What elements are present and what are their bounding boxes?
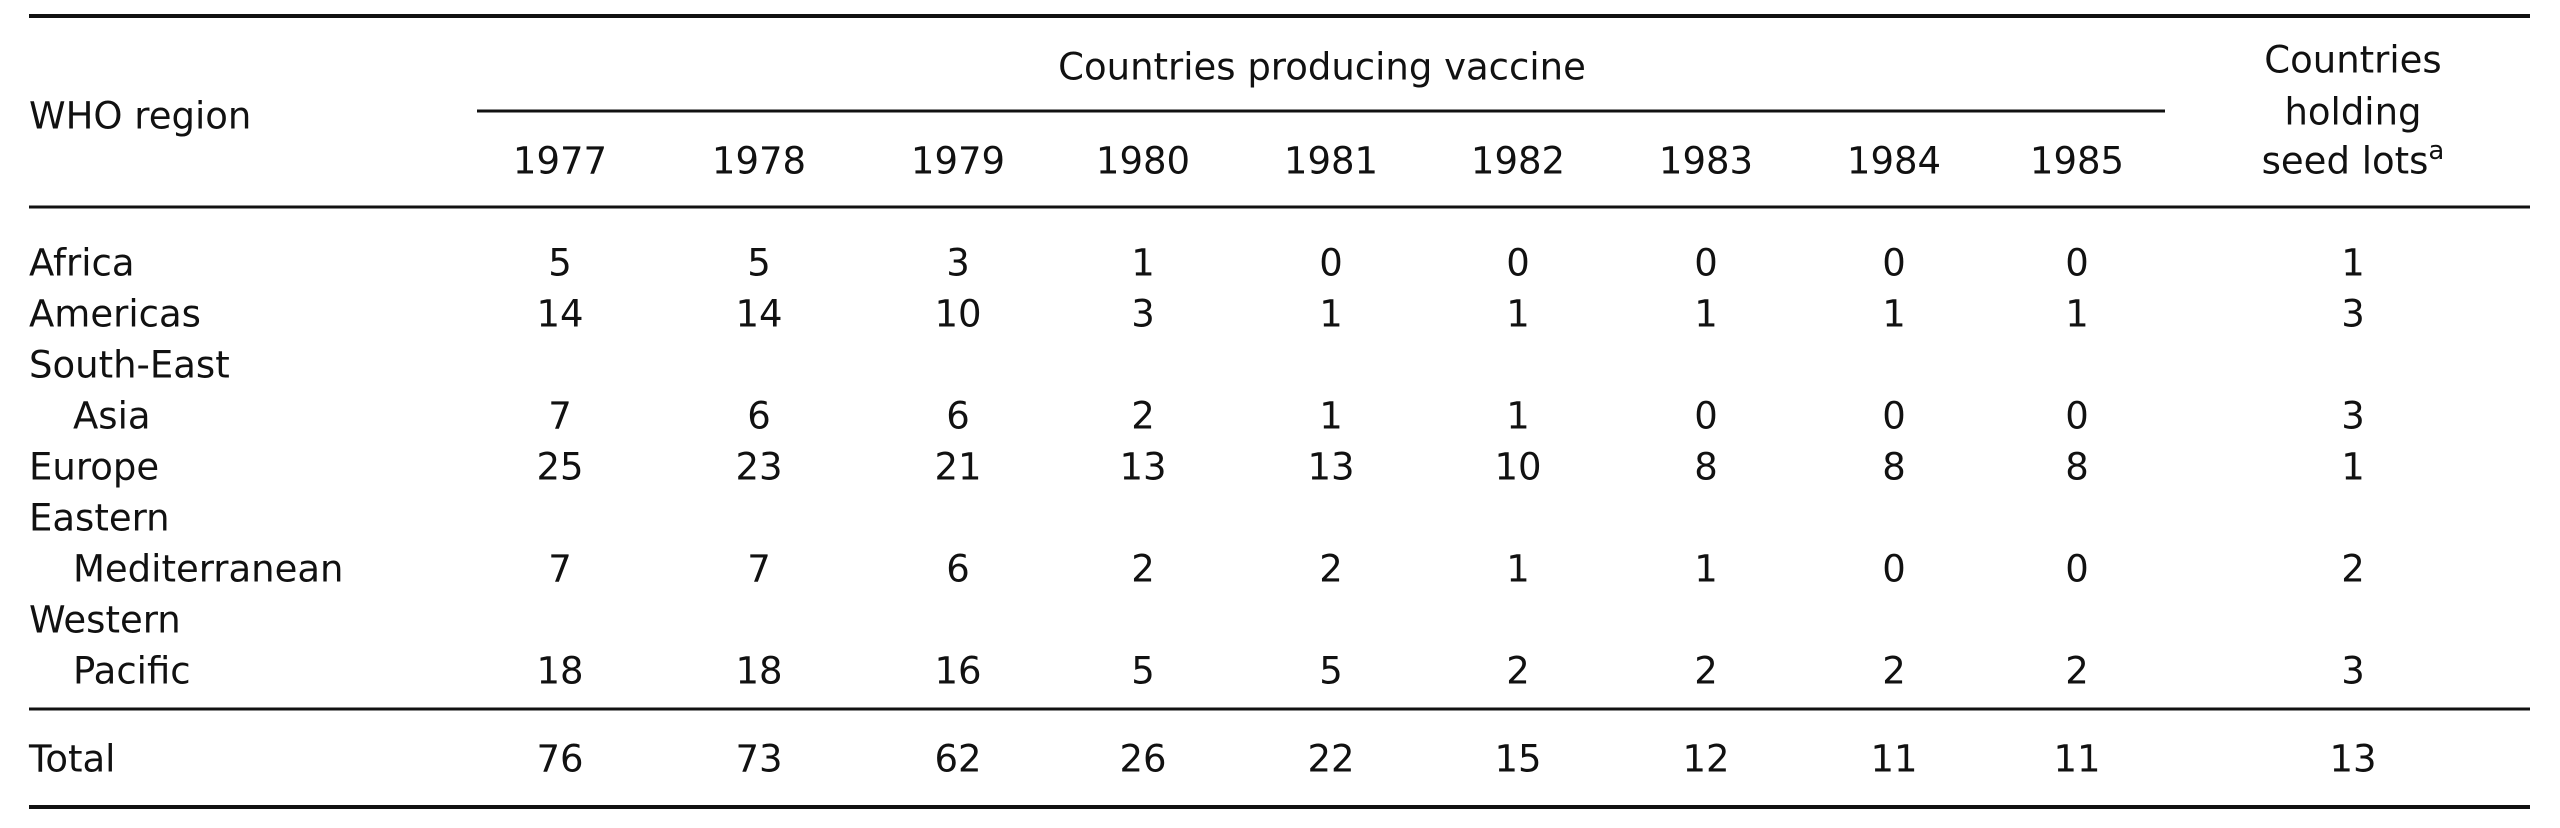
cell: 7 — [548, 548, 572, 591]
cell: 1 — [2341, 446, 2365, 489]
seed-header: seed lotsa — [2262, 136, 2445, 183]
year-header: 1984 — [1847, 140, 1941, 183]
total-cell: 11 — [2053, 738, 2100, 781]
region-label: Eastern — [29, 497, 170, 540]
footnote-marker: a — [2428, 136, 2444, 166]
cell: 2 — [1131, 548, 1155, 591]
cell: 7 — [747, 548, 771, 591]
cell: 1 — [1131, 242, 1155, 285]
region-label: Pacific — [73, 650, 191, 693]
region-header: WHO region — [29, 95, 251, 138]
seed-header: Countries — [2264, 39, 2441, 82]
cell: 2 — [1882, 650, 1906, 693]
cell: 5 — [548, 242, 572, 285]
cell: 3 — [1131, 293, 1155, 336]
cell: 3 — [2341, 395, 2365, 438]
total-cell: 22 — [1307, 738, 1354, 781]
cell: 0 — [2065, 395, 2089, 438]
cell: 23 — [735, 446, 782, 489]
cell: 8 — [1882, 446, 1906, 489]
seed-header: holding — [2284, 91, 2421, 134]
cell: 5 — [747, 242, 771, 285]
cell: 0 — [2065, 548, 2089, 591]
region-label: Asia — [73, 395, 151, 438]
cell: 1 — [1694, 548, 1718, 591]
cell: 2 — [1506, 650, 1530, 693]
total-cell: 26 — [1119, 738, 1166, 781]
cell: 14 — [735, 293, 782, 336]
cell: 0 — [1882, 395, 1906, 438]
cell: 1 — [1319, 395, 1343, 438]
cell: 14 — [536, 293, 583, 336]
cell: 5 — [1319, 650, 1343, 693]
region-label: Western — [29, 599, 181, 642]
cell: 2 — [2065, 650, 2089, 693]
cell: 3 — [946, 242, 970, 285]
cell: 0 — [1882, 548, 1906, 591]
cell: 0 — [1882, 242, 1906, 285]
year-header: 1985 — [2030, 140, 2124, 183]
cell: 0 — [2065, 242, 2089, 285]
total-cell: 62 — [934, 738, 981, 781]
cell: 6 — [946, 548, 970, 591]
cell: 18 — [536, 650, 583, 693]
cell: 10 — [1494, 446, 1541, 489]
year-header: 1979 — [911, 140, 1005, 183]
total-label: Total — [28, 738, 115, 781]
region-label: Americas — [29, 293, 201, 336]
cell: 2 — [2341, 548, 2365, 591]
year-header: 1978 — [712, 140, 806, 183]
cell: 8 — [2065, 446, 2089, 489]
cell: 3 — [2341, 293, 2365, 336]
cell: 13 — [1119, 446, 1166, 489]
total-cell: 12 — [1682, 738, 1729, 781]
cell: 21 — [934, 446, 981, 489]
cell: 2 — [1131, 395, 1155, 438]
cell: 18 — [735, 650, 782, 693]
cell: 16 — [934, 650, 981, 693]
cell: 0 — [1506, 242, 1530, 285]
year-header: 1981 — [1284, 140, 1378, 183]
cell: 7 — [548, 395, 572, 438]
year-header: 1977 — [513, 140, 607, 183]
region-label: Mediterranean — [73, 548, 344, 591]
cell: 0 — [1694, 242, 1718, 285]
region-label: South-East — [29, 344, 230, 387]
total-cell: 13 — [2329, 738, 2376, 781]
total-cell: 73 — [735, 738, 782, 781]
cell: 1 — [1694, 293, 1718, 336]
year-header: 1982 — [1471, 140, 1565, 183]
total-cell: 76 — [536, 738, 583, 781]
cell: 1 — [1506, 293, 1530, 336]
region-label: Europe — [29, 446, 159, 489]
cell: 10 — [934, 293, 981, 336]
cell: 13 — [1307, 446, 1354, 489]
total-cell: 15 — [1494, 738, 1541, 781]
cell: 2 — [1694, 650, 1718, 693]
total-cell: 11 — [1870, 738, 1917, 781]
year-header: 1980 — [1096, 140, 1190, 183]
region-label: Africa — [29, 242, 135, 285]
cell: 2 — [1319, 548, 1343, 591]
cell: 1 — [1506, 548, 1530, 591]
cell: 3 — [2341, 650, 2365, 693]
cell: 1 — [1506, 395, 1530, 438]
cell: 6 — [946, 395, 970, 438]
cell: 0 — [1694, 395, 1718, 438]
year-header: 1983 — [1659, 140, 1753, 183]
group-header: Countries producing vaccine — [1058, 46, 1586, 89]
cell: 5 — [1131, 650, 1155, 693]
cell: 6 — [747, 395, 771, 438]
cell: 25 — [536, 446, 583, 489]
cell: 1 — [1319, 293, 1343, 336]
cell: 8 — [1694, 446, 1718, 489]
cell: 1 — [2065, 293, 2089, 336]
cell: 1 — [2341, 242, 2365, 285]
cell: 1 — [1882, 293, 1906, 336]
cell: 0 — [1319, 242, 1343, 285]
